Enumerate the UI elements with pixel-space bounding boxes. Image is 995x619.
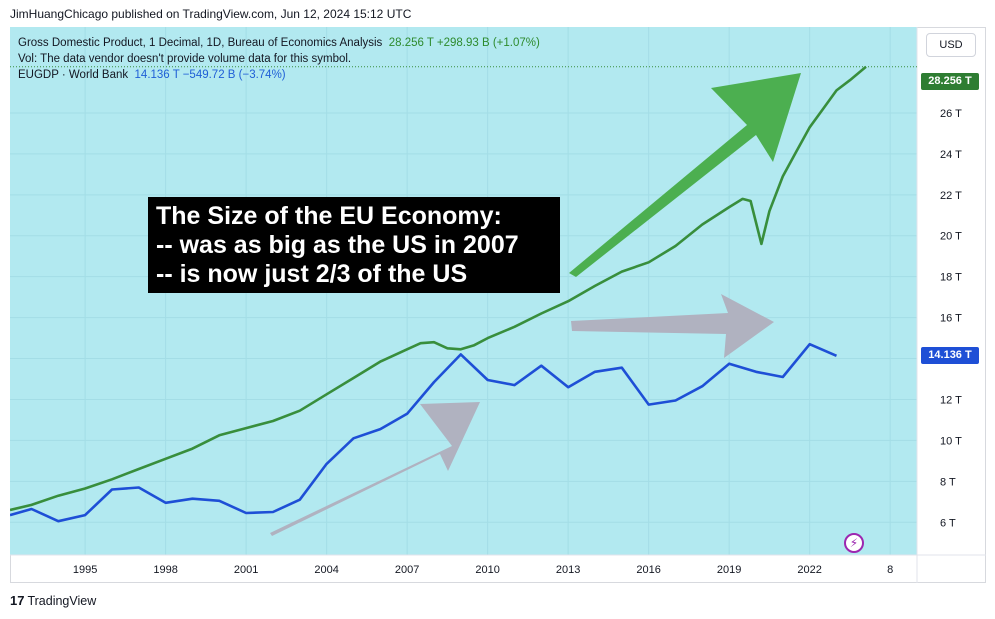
footer-brand-label: TradingView xyxy=(27,594,97,608)
chart-canvas[interactable]: 1995 1998 2001 2004 2007 2010 2013 2016 2019 2022… xyxy=(10,27,986,583)
publisher-info: JimHuangChicago published on TradingView… xyxy=(10,7,412,21)
legend-label-us: Gross Domestic Product, 1 Decimal, 1D, B… xyxy=(18,37,383,49)
y-tick-label: 22 T xyxy=(940,190,962,202)
x-axis: 1995 1998 2001 2004 2007 2010 2013 2016 2019 2022… xyxy=(73,564,893,576)
us-gdp-line xyxy=(10,65,867,512)
x-tick-label: 2001 xyxy=(234,564,258,576)
x-tick-label: 2022 xyxy=(797,564,821,576)
chart-legend: Gross Domestic Product, 1 Decimal, 1D, B… xyxy=(18,35,540,83)
gray-flat-arrow xyxy=(571,294,774,358)
currency-button[interactable]: USD xyxy=(926,33,976,57)
y-tick-label: 12 T xyxy=(940,394,962,406)
green-up-arrow xyxy=(569,73,801,277)
lightning-icon[interactable]: ⚡ xyxy=(844,533,864,553)
series-layer xyxy=(10,65,867,523)
x-tick-label: 2019 xyxy=(717,564,741,576)
x-tick-label: 2007 xyxy=(395,564,419,576)
legend-row-eu[interactable]: EUGDP · World Bank 14.136 T −549.72 B (−… xyxy=(18,67,540,83)
legend-value-eu: 14.136 T −549.72 B (−3.74%) xyxy=(134,69,286,81)
legend-row-volume: Vol: The data vendor doesn't provide vol… xyxy=(18,53,352,65)
y-axis: 6 T8 T10 T12 T14 T16 T18 T20 T22 T24 T26… xyxy=(940,108,962,529)
x-tick-label: 2016 xyxy=(636,564,660,576)
legend-row-us[interactable]: Gross Domestic Product, 1 Decimal, 1D, B… xyxy=(18,35,540,51)
y-tick-label: 10 T xyxy=(940,435,962,447)
x-tick-label: 8 xyxy=(887,564,893,576)
tradingview-logo-icon: 17 xyxy=(10,593,25,608)
y-tick-label: 18 T xyxy=(940,272,962,284)
x-tick-label: 2004 xyxy=(314,564,338,576)
footer-brand[interactable]: 17 TradingView xyxy=(10,593,96,608)
x-tick-label: 1995 xyxy=(73,564,97,576)
x-tick-label: 2013 xyxy=(556,564,580,576)
legend-value-us: 28.256 T +298.93 B (+1.07%) xyxy=(388,37,540,49)
x-tick-label: 1998 xyxy=(153,564,177,576)
annotation-line-3: -- is now just 2/3 of the US xyxy=(156,260,468,288)
price-tag-eu: 14.136 T xyxy=(921,347,979,364)
gray-diagonal-arrow xyxy=(270,402,480,536)
y-tick-label: 8 T xyxy=(940,476,956,488)
y-tick-label: 16 T xyxy=(940,313,962,325)
annotation-line-2: -- was as big as the US in 2007 xyxy=(156,231,519,259)
y-tick-label: 24 T xyxy=(940,149,962,161)
y-tick-label: 6 T xyxy=(940,517,956,529)
y-tick-label: 26 T xyxy=(940,108,962,120)
y-tick-label: 20 T xyxy=(940,231,962,243)
annotation-box: The Size of the EU Economy: -- was as bi… xyxy=(148,197,560,293)
price-tag-us: 28.256 T xyxy=(921,73,979,90)
annotation-line-1: The Size of the EU Economy: xyxy=(156,202,502,230)
x-tick-label: 2010 xyxy=(475,564,499,576)
eu-gdp-line xyxy=(10,342,838,523)
legend-label-eu: EUGDP · World Bank xyxy=(18,69,129,81)
